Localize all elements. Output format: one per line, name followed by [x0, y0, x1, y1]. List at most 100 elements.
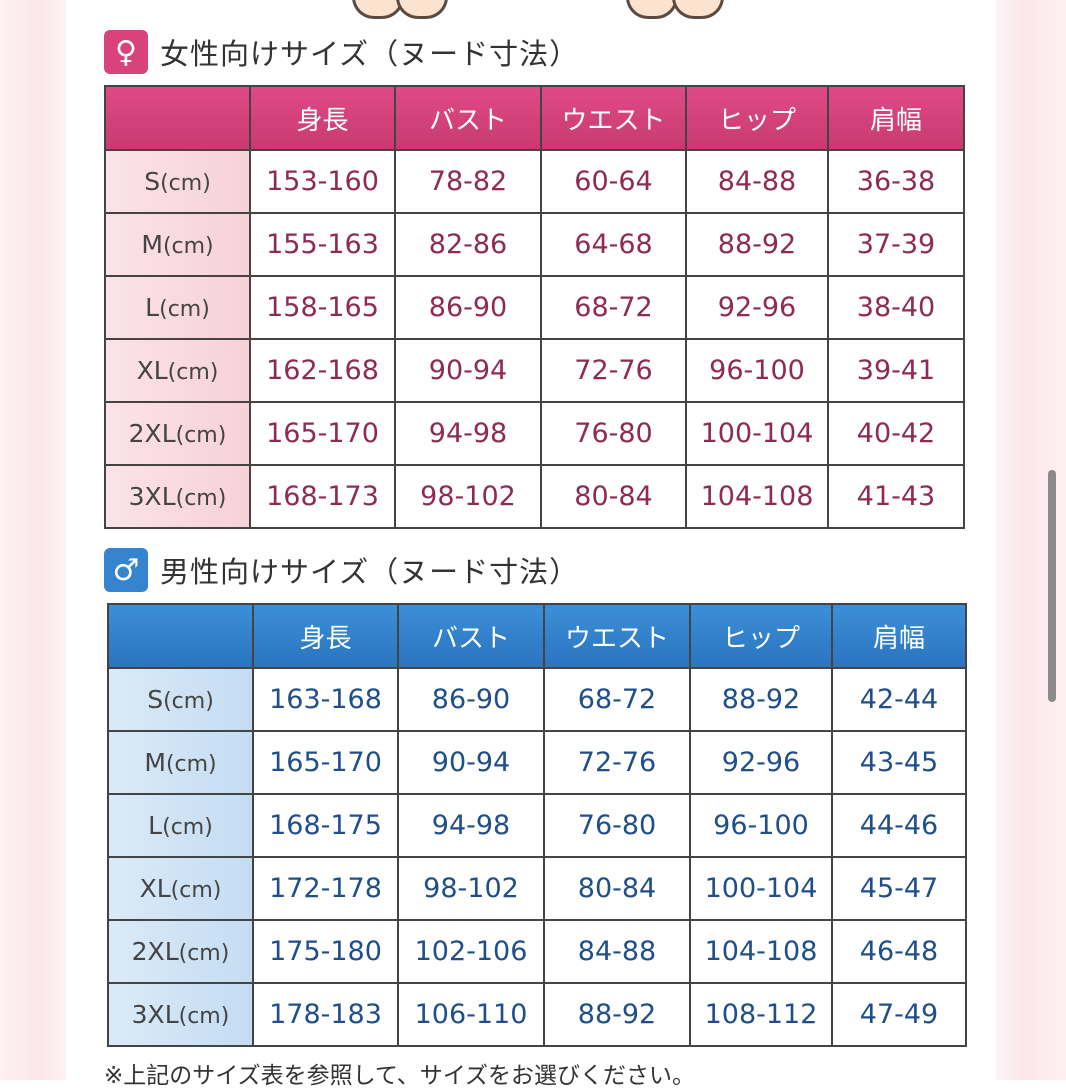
header-waist: ウエスト	[543, 603, 691, 669]
value-bust: 90-94	[394, 338, 542, 403]
size-label: 2XL(cm)	[107, 919, 254, 984]
value-height: 175-180	[252, 919, 399, 984]
value-hip: 84-88	[685, 149, 829, 214]
size-unit: (cm)	[162, 234, 214, 259]
header-shoulder: 肩幅	[827, 85, 965, 151]
value-shoulder: 47-49	[831, 982, 967, 1047]
table-row: 3XL(cm) 178-183 106-110 88-92 108-112 47…	[107, 982, 967, 1047]
value-shoulder: 42-44	[831, 667, 967, 732]
table-header-row: 身長 バスト ウエスト ヒップ 肩幅	[107, 603, 967, 669]
value-hip: 104-108	[689, 919, 833, 984]
table-row: XL(cm) 172-178 98-102 80-84 100-104 45-4…	[107, 856, 967, 921]
header-bust: バスト	[394, 85, 542, 151]
table-row: M(cm) 165-170 90-94 72-76 92-96 43-45	[107, 730, 967, 795]
size-name: S	[147, 685, 164, 714]
men-size-heading: ♂ 男性向けサイズ（ヌード寸法）	[104, 548, 579, 592]
value-waist: 76-80	[543, 793, 691, 858]
corner-header	[104, 85, 251, 151]
value-shoulder: 44-46	[831, 793, 967, 858]
value-height: 165-170	[252, 730, 399, 795]
size-name: XL	[139, 874, 171, 903]
value-hip: 88-92	[689, 667, 833, 732]
value-bust: 78-82	[394, 149, 542, 214]
size-label: S(cm)	[104, 149, 251, 214]
value-hip: 104-108	[685, 464, 829, 529]
value-height: 162-168	[249, 338, 396, 403]
size-name: M	[144, 748, 166, 777]
size-label: 2XL(cm)	[104, 401, 251, 466]
women-heading-text: 女性向けサイズ（ヌード寸法）	[160, 37, 580, 71]
size-name: 2XL	[128, 419, 176, 448]
value-height: 172-178	[252, 856, 399, 921]
value-shoulder: 36-38	[827, 149, 965, 214]
men-size-table: 身長 バスト ウエスト ヒップ 肩幅 S(cm) 163-168 86-90 6…	[107, 603, 967, 1047]
value-waist: 76-80	[540, 401, 687, 466]
value-hip: 100-104	[685, 401, 829, 466]
vertical-scrollbar[interactable]	[1048, 470, 1056, 702]
header-shoulder: 肩幅	[831, 603, 967, 669]
table-header-row: 身長 バスト ウエスト ヒップ 肩幅	[104, 85, 965, 151]
header-bust: バスト	[397, 603, 545, 669]
size-unit: (cm)	[159, 297, 210, 322]
value-waist: 88-92	[543, 982, 691, 1047]
value-bust: 90-94	[397, 730, 545, 795]
value-waist: 72-76	[540, 338, 687, 403]
male-symbol-icon: ♂	[104, 548, 148, 592]
women-size-table: 身長 バスト ウエスト ヒップ 肩幅 S(cm) 153-160 78-82 6…	[104, 85, 965, 529]
size-label: M(cm)	[104, 212, 251, 277]
size-unit: (cm)	[170, 878, 222, 903]
corner-header	[107, 603, 254, 669]
value-shoulder: 46-48	[831, 919, 967, 984]
size-label: L(cm)	[104, 275, 251, 340]
value-bust: 94-98	[394, 401, 542, 466]
size-unit: (cm)	[167, 360, 219, 385]
women-size-heading: ♀ 女性向けサイズ（ヌード寸法）	[104, 30, 579, 74]
header-waist: ウエスト	[540, 85, 687, 151]
value-shoulder: 39-41	[827, 338, 965, 403]
value-bust: 102-106	[397, 919, 545, 984]
value-bust: 86-90	[397, 667, 545, 732]
table-row: S(cm) 153-160 78-82 60-64 84-88 36-38	[104, 149, 965, 214]
value-height: 155-163	[249, 212, 396, 277]
value-height: 163-168	[252, 667, 399, 732]
value-bust: 86-90	[394, 275, 542, 340]
size-name: S	[144, 167, 161, 196]
size-unit: (cm)	[178, 941, 230, 966]
size-unit: (cm)	[163, 689, 214, 714]
size-label: XL(cm)	[104, 338, 251, 403]
value-hip: 108-112	[689, 982, 833, 1047]
value-shoulder: 37-39	[827, 212, 965, 277]
female-symbol-icon: ♀	[104, 30, 148, 74]
table-row: 3XL(cm) 168-173 98-102 80-84 104-108 41-…	[104, 464, 965, 529]
value-waist: 64-68	[540, 212, 687, 277]
value-waist: 80-84	[543, 856, 691, 921]
value-bust: 82-86	[394, 212, 542, 277]
size-unit: (cm)	[175, 423, 227, 448]
table-row: XL(cm) 162-168 90-94 72-76 96-100 39-41	[104, 338, 965, 403]
size-label: L(cm)	[107, 793, 254, 858]
header-height: 身長	[249, 85, 396, 151]
header-height: 身長	[252, 603, 399, 669]
value-bust: 98-102	[394, 464, 542, 529]
size-name: L	[145, 293, 160, 322]
size-name: XL	[136, 356, 168, 385]
value-waist: 72-76	[543, 730, 691, 795]
size-unit: (cm)	[160, 171, 211, 196]
value-hip: 96-100	[685, 338, 829, 403]
value-height: 158-165	[249, 275, 396, 340]
size-name: 3XL	[131, 1000, 179, 1029]
size-name: L	[148, 811, 163, 840]
table-row: S(cm) 163-168 86-90 68-72 88-92 42-44	[107, 667, 967, 732]
size-name: 2XL	[131, 937, 179, 966]
size-label: 3XL(cm)	[107, 982, 254, 1047]
size-label: 3XL(cm)	[104, 464, 251, 529]
value-bust: 94-98	[397, 793, 545, 858]
value-hip: 100-104	[689, 856, 833, 921]
size-unit: (cm)	[162, 815, 213, 840]
value-shoulder: 38-40	[827, 275, 965, 340]
value-height: 153-160	[249, 149, 396, 214]
value-height: 178-183	[252, 982, 399, 1047]
value-hip: 92-96	[689, 730, 833, 795]
size-label: M(cm)	[107, 730, 254, 795]
value-hip: 96-100	[689, 793, 833, 858]
